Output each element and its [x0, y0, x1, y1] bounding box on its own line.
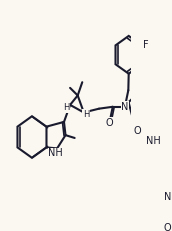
Text: H: H: [83, 110, 89, 119]
Text: O: O: [164, 223, 171, 231]
Text: O: O: [105, 118, 113, 128]
Text: F: F: [143, 40, 148, 50]
Text: H: H: [63, 103, 69, 112]
Text: N: N: [121, 102, 129, 112]
Text: NH: NH: [48, 148, 63, 158]
Text: N: N: [164, 191, 171, 202]
Text: O: O: [133, 126, 141, 136]
Text: NH: NH: [146, 136, 161, 146]
